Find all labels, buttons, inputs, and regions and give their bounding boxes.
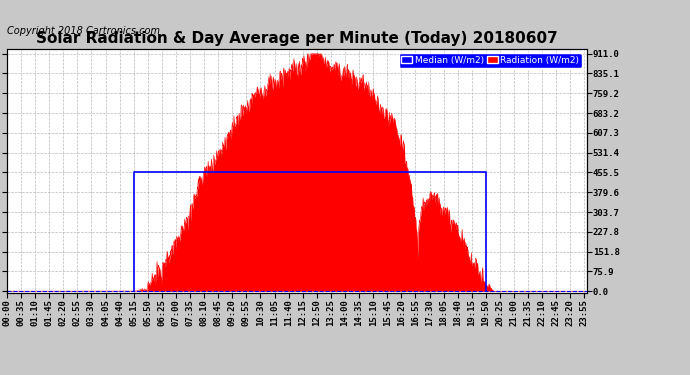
Text: Copyright 2018 Cartronics.com: Copyright 2018 Cartronics.com <box>7 26 160 36</box>
Title: Solar Radiation & Day Average per Minute (Today) 20180607: Solar Radiation & Day Average per Minute… <box>36 31 558 46</box>
Legend: Median (W/m2), Radiation (W/m2): Median (W/m2), Radiation (W/m2) <box>399 53 582 68</box>
